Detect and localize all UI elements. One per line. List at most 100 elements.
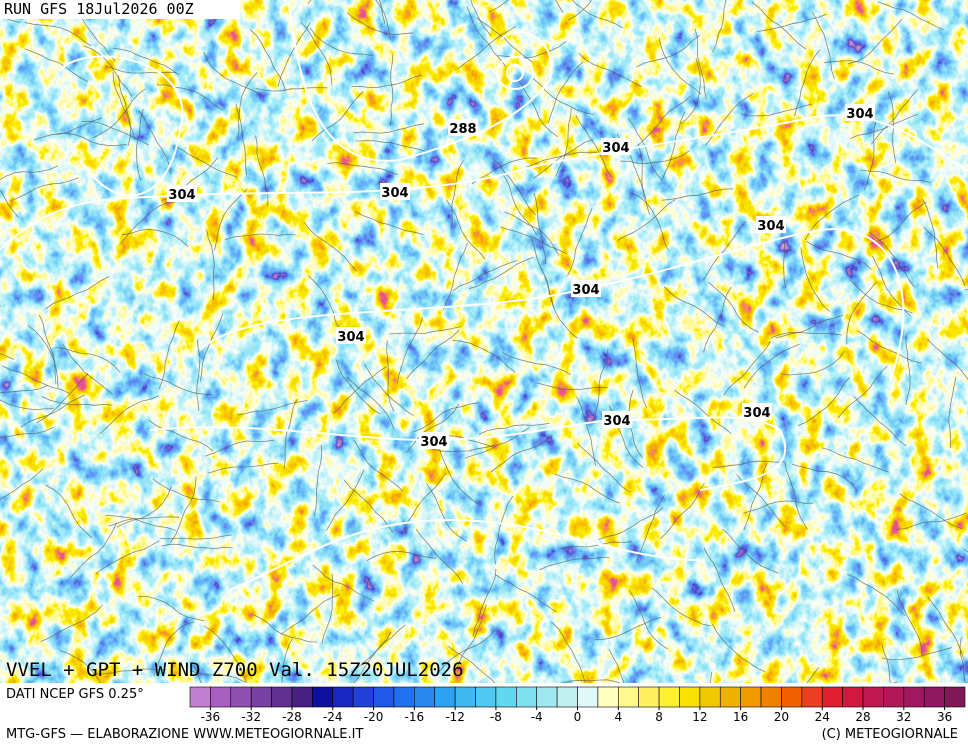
map-title: VVEL + GPT + WIND Z700 Val. 15Z20JUL2026 — [6, 659, 464, 681]
streamline — [45, 276, 110, 310]
colorbar: -36 -32 -28 -24 -20 -16 -12 -8 -4 0 4 8 12 16 20 24 28 32… — [189, 686, 966, 724]
streamline — [402, 472, 447, 531]
streamline — [598, 507, 664, 540]
streamline — [620, 150, 690, 164]
colorbar-swatch — [189, 686, 211, 708]
colorbar-swatch — [883, 686, 905, 708]
streamline — [36, 373, 89, 424]
streamline — [283, 398, 298, 469]
run-box — [0, 0, 240, 19]
streamline — [0, 468, 44, 500]
streamline — [495, 574, 557, 613]
streamline — [722, 528, 779, 574]
streamline — [708, 281, 759, 333]
colorbar-swatch — [454, 686, 476, 708]
streamline — [249, 29, 286, 92]
colorbar-tick-label: -16 — [405, 710, 425, 724]
streamline — [277, 22, 311, 87]
streamline — [494, 495, 514, 565]
streamline — [152, 478, 220, 503]
streamline — [627, 118, 663, 182]
streamline — [948, 376, 957, 449]
streamline — [386, 340, 395, 412]
streamline — [438, 446, 480, 505]
streamline — [821, 447, 890, 473]
streamline — [237, 72, 258, 140]
streamline — [468, 256, 534, 289]
streamline — [632, 337, 648, 409]
streamline — [846, 281, 878, 345]
streamline — [214, 188, 248, 251]
colorbar-tick-label: 12 — [692, 710, 707, 724]
colorbar-tick-label: 16 — [733, 710, 748, 724]
streamline — [0, 353, 15, 360]
streamline — [138, 110, 172, 175]
streamline — [805, 240, 872, 270]
colorbar-swatch — [556, 686, 578, 708]
streamline — [406, 329, 460, 380]
streamline — [450, 160, 464, 231]
streamline — [0, 426, 54, 438]
contour-label: 304 — [420, 435, 447, 450]
data-source: DATI NCEP GFS 0.25° — [6, 687, 144, 702]
streamline — [206, 229, 215, 301]
streamline — [736, 474, 786, 528]
streamline — [255, 87, 328, 92]
colorbar-tick-label: -32 — [241, 710, 261, 724]
streamline — [471, 157, 538, 185]
streamline — [389, 54, 394, 126]
streamline — [10, 177, 79, 201]
streamline — [252, 613, 318, 643]
streamline — [161, 543, 233, 550]
streamline — [355, 140, 427, 152]
streamline — [504, 211, 560, 256]
streamline — [153, 621, 195, 677]
contour-label-bg — [167, 185, 197, 202]
streamline — [860, 169, 931, 183]
streamline — [638, 95, 691, 146]
contour-label-bg — [571, 280, 601, 297]
streamline — [630, 192, 669, 251]
streamline — [567, 208, 593, 276]
streamline — [33, 117, 103, 141]
streamline — [780, 350, 845, 376]
colorbar-tick-label: -8 — [490, 710, 502, 724]
streamline — [896, 589, 923, 657]
streamline — [881, 647, 953, 661]
streamline — [424, 444, 496, 452]
colorbar-swatch — [719, 686, 741, 708]
streamline — [472, 568, 497, 637]
streamline — [501, 172, 537, 236]
streamline — [20, 394, 85, 428]
colorbar-swatch — [781, 686, 803, 708]
streamline — [959, 637, 966, 683]
colorbar-tick-label: 4 — [614, 710, 622, 724]
streamline — [27, 325, 59, 388]
streamline — [694, 28, 707, 100]
streamline — [743, 500, 814, 514]
streamline — [281, 637, 294, 683]
streamline — [476, 17, 533, 63]
contour-label: 304 — [572, 283, 599, 298]
streamline — [923, 227, 966, 286]
colorbar-swatch — [740, 686, 762, 708]
streamline — [138, 596, 205, 622]
colorbar-tick-label: -4 — [531, 710, 543, 724]
colorbar-swatch — [903, 686, 925, 708]
streamline — [120, 201, 177, 244]
streamline — [311, 91, 364, 142]
streamline — [452, 259, 518, 292]
streamline — [756, 13, 827, 32]
streamline — [636, 35, 701, 68]
streamline — [309, 27, 373, 57]
streamline — [169, 476, 197, 543]
streamline — [577, 443, 631, 493]
streamline — [713, 460, 785, 468]
streamline — [325, 469, 365, 531]
contour — [496, 56, 534, 90]
streamline — [927, 596, 965, 660]
streamline — [353, 631, 392, 683]
contour-label: 304 — [168, 188, 195, 203]
streamline — [823, 60, 894, 75]
